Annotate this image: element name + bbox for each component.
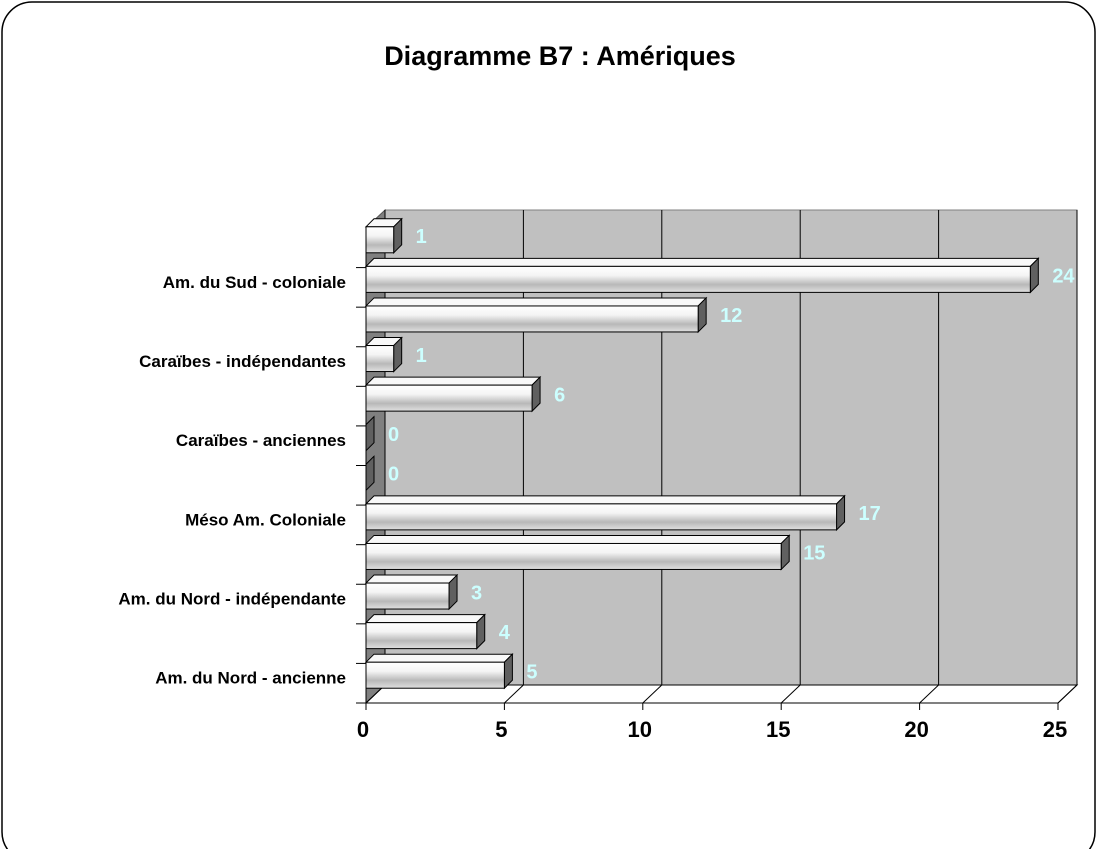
x-tick-label: 15 xyxy=(766,717,790,742)
bar-face xyxy=(364,534,791,544)
bar xyxy=(364,613,486,650)
x-tick-label: 0 xyxy=(357,717,369,742)
bar-face xyxy=(364,376,542,386)
x-tick-label: 10 xyxy=(628,717,652,742)
bar-face xyxy=(365,622,478,650)
value-label: 0 xyxy=(388,424,399,446)
floor-grid xyxy=(1057,684,1078,704)
bar-face xyxy=(364,653,514,663)
value-label: 3 xyxy=(471,582,482,604)
x-tick-label: 5 xyxy=(495,717,507,742)
value-label: 5 xyxy=(526,661,537,683)
bar-face xyxy=(365,305,699,333)
value-label: 4 xyxy=(499,622,511,644)
bar xyxy=(364,257,1040,294)
y-tick-label: Am. du Nord - ancienne xyxy=(155,669,346,688)
bar-face xyxy=(365,265,1031,293)
bar-face xyxy=(365,455,375,492)
y-tick-label: Caraïbes - anciennes xyxy=(176,431,346,450)
bar-face xyxy=(365,345,395,373)
floor-grid xyxy=(780,684,801,704)
bar-face xyxy=(364,257,1040,267)
bar xyxy=(365,455,375,492)
y-tick-label: Am. du Nord - indépendante xyxy=(118,590,346,609)
bar xyxy=(365,415,375,452)
y-tick-label: Méso Am. Coloniale xyxy=(185,510,346,529)
bar xyxy=(364,336,403,373)
bar-face xyxy=(365,542,782,570)
bar xyxy=(364,653,514,690)
bar xyxy=(364,534,791,571)
bar-face xyxy=(365,582,450,610)
bar xyxy=(364,296,708,334)
bar xyxy=(364,217,403,254)
value-label: 0 xyxy=(388,464,399,486)
x-tick-label: 20 xyxy=(904,717,928,742)
value-label: 24 xyxy=(1052,266,1075,288)
bar-face xyxy=(364,614,486,624)
bar-face xyxy=(365,503,838,531)
chart-title: Diagramme B7 : Amériques xyxy=(384,41,736,71)
bar-face xyxy=(365,384,533,412)
floor-grid xyxy=(504,684,524,704)
value-label: 17 xyxy=(859,503,881,525)
value-label: 6 xyxy=(554,384,565,406)
value-label: 15 xyxy=(803,543,825,565)
bar-face xyxy=(365,661,505,689)
bar xyxy=(364,573,459,611)
bar-face xyxy=(365,226,395,254)
bar-face xyxy=(364,495,846,505)
x-tick-label: 25 xyxy=(1043,717,1067,742)
value-label: 12 xyxy=(720,305,742,327)
value-label: 1 xyxy=(416,226,427,248)
floor-grid xyxy=(919,684,939,704)
bar xyxy=(364,494,846,532)
bar-face xyxy=(365,415,375,452)
y-tick-label: Am. du Sud - coloniale xyxy=(163,273,346,292)
value-label: 1 xyxy=(416,345,427,367)
floor-grid xyxy=(642,684,663,704)
bar-face xyxy=(364,574,459,584)
y-tick-label: Caraïbes - indépendantes xyxy=(139,352,346,371)
bar-face xyxy=(364,297,708,307)
bar xyxy=(364,375,542,413)
